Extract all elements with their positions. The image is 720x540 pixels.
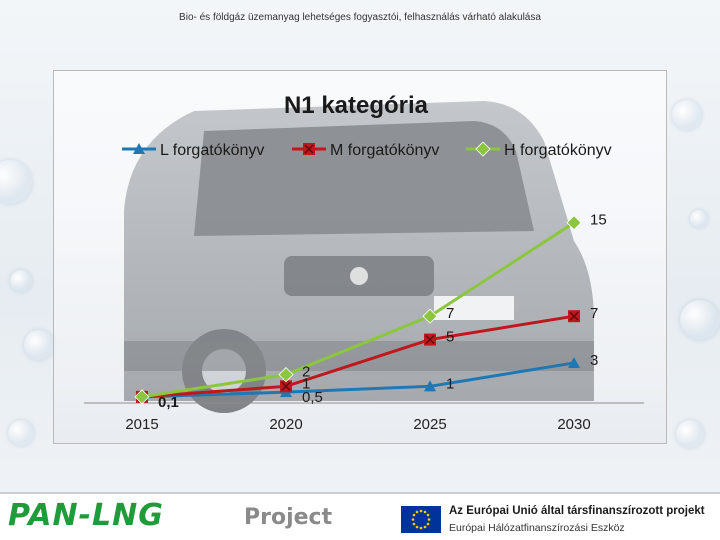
- footer-bar: [0, 492, 720, 540]
- data-label: 7: [590, 305, 598, 322]
- x-tick-label: 2020: [269, 416, 302, 433]
- eu-flag-icon: [401, 506, 441, 533]
- data-label: 5: [446, 329, 454, 346]
- series-line: [141, 221, 575, 399]
- data-label: 1: [446, 375, 454, 392]
- data-label: 0,1: [158, 394, 179, 411]
- data-point: [422, 308, 438, 324]
- slide-title: Bio- és földgáz üzemanyag lehetséges fog…: [179, 12, 541, 23]
- eu-facility-text: Európai Hálózatfinanszírozási Eszköz: [449, 522, 625, 534]
- data-point: [424, 380, 436, 392]
- chart-legend: L forgatókönyv M forgatókönyv H forgatókön…: [122, 141, 612, 159]
- x-tick-label: 2015: [125, 416, 158, 433]
- project-logo-text: Project: [244, 505, 333, 530]
- decor-bubble: [8, 420, 34, 446]
- data-label: 7: [446, 305, 454, 322]
- data-point: [278, 367, 294, 383]
- data-point: [280, 380, 292, 393]
- marker-square-x: [303, 143, 315, 155]
- legend-label: M forgatókönyv: [330, 142, 439, 159]
- decor-bubble: [10, 270, 32, 292]
- data-point: [134, 389, 150, 405]
- data-label: 2: [302, 364, 310, 381]
- decor-bubble: [672, 100, 702, 130]
- legend-label: L forgatókönyv: [160, 142, 264, 159]
- chart-frame: N1 kategória L forgatókönyv M forgatóköny…: [53, 70, 667, 444]
- chart-title: N1 kategória: [284, 92, 429, 119]
- marker-triangle: [133, 143, 145, 154]
- data-point: [568, 356, 580, 368]
- data-point: [424, 333, 436, 346]
- x-tick-label: 2030: [557, 416, 590, 433]
- pan-lng-logo: PAN-LNG: [8, 498, 164, 533]
- footer-divider: [0, 492, 720, 494]
- data-label: 3: [590, 352, 598, 369]
- line-chart: N1 kategória L forgatókönyv M forgatóköny…: [84, 92, 644, 433]
- decor-bubble: [680, 300, 720, 340]
- legend-item: M forgatókönyv: [292, 142, 439, 159]
- data-point: [566, 215, 582, 231]
- decor-bubble: [676, 420, 704, 448]
- data-label: 1: [302, 375, 310, 392]
- data-label: 0,5: [302, 389, 323, 406]
- x-tick-label: 2025: [413, 416, 446, 433]
- data-label: 15: [590, 212, 607, 229]
- series-line: [141, 361, 575, 399]
- decor-bubble: [0, 160, 32, 204]
- decor-bubble: [24, 330, 54, 360]
- legend-item: H forgatókönyv: [466, 141, 612, 159]
- legend-label: H forgatókönyv: [504, 142, 612, 159]
- legend-item: L forgatókönyv: [122, 142, 264, 159]
- series-line: [141, 314, 575, 399]
- marker-diamond: [475, 141, 491, 157]
- decor-bubble: [690, 210, 708, 228]
- eu-cofinanced-text: Az Európai Unió által társfinanszírozott…: [449, 505, 705, 517]
- x-axis-ticks: 2015 2020 2025 2030: [125, 416, 590, 433]
- data-point: [568, 310, 580, 323]
